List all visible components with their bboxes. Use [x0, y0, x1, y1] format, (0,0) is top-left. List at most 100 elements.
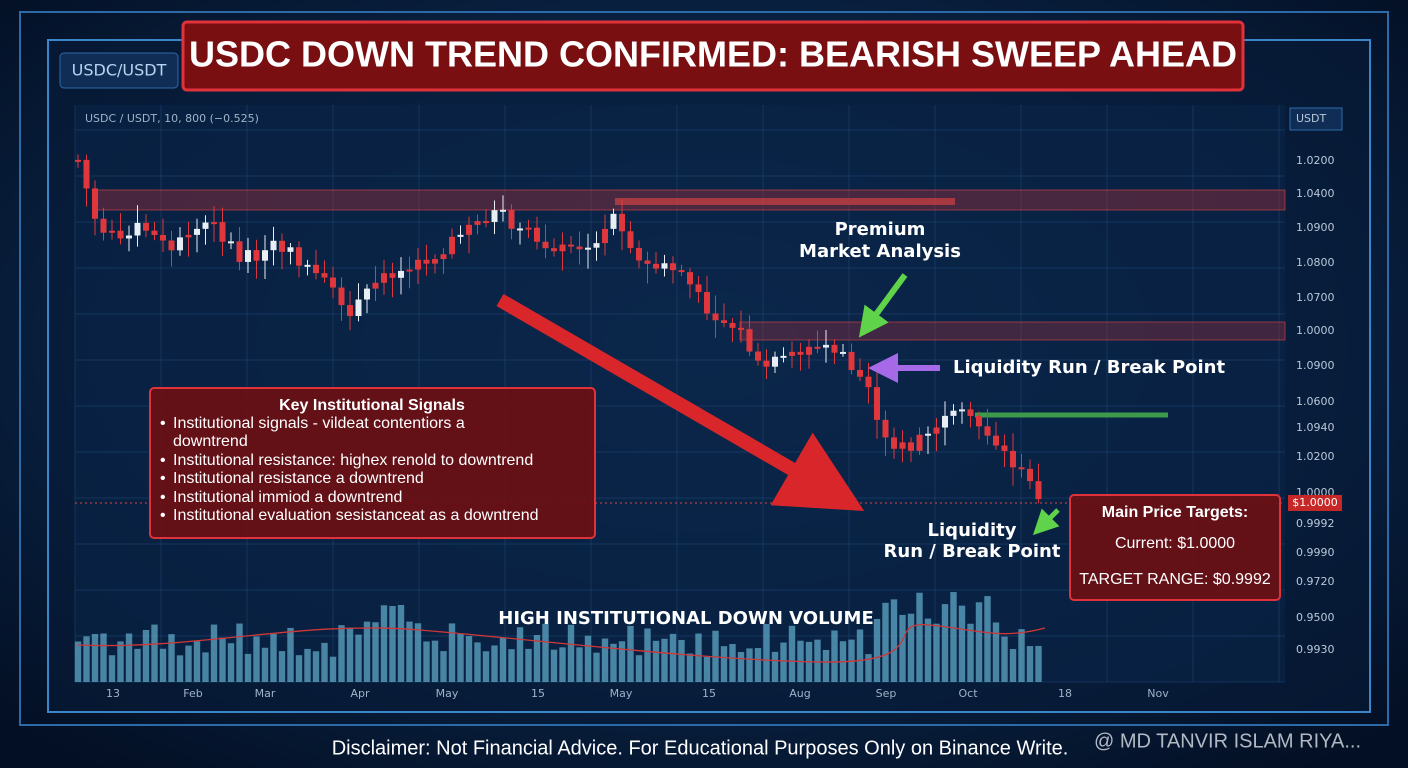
volume-bar — [193, 641, 201, 682]
candle-body — [321, 273, 328, 278]
candle-body — [678, 270, 685, 273]
candle-body — [712, 313, 719, 321]
candle-body — [296, 247, 302, 266]
volume-bar — [176, 655, 184, 682]
candle-body — [338, 287, 345, 306]
candle-body — [398, 270, 404, 278]
candle-body — [1010, 450, 1016, 468]
candle-body — [925, 433, 931, 436]
volume-bar — [856, 629, 864, 682]
candle-body — [304, 264, 311, 267]
volume-bar — [253, 636, 260, 682]
candle-body — [916, 434, 923, 451]
volume-bar — [763, 623, 770, 682]
break-zone — [739, 321, 1286, 341]
candle-body — [797, 351, 804, 355]
volume-bar — [559, 647, 566, 682]
bullet: • — [160, 507, 166, 524]
candle-body — [950, 410, 957, 416]
time-label: Mar — [255, 687, 276, 700]
volume-bar — [151, 624, 158, 682]
targets-current: Current: $1.0000 — [1115, 535, 1235, 552]
volume-bar — [771, 651, 779, 682]
volume-bar — [244, 653, 252, 682]
candle-body — [457, 234, 464, 237]
candle-body — [432, 259, 438, 264]
candle-body — [415, 259, 421, 270]
candle-body — [585, 247, 591, 250]
volume-bar — [389, 605, 396, 682]
candle-body — [126, 235, 132, 239]
volume-bar — [74, 641, 82, 682]
volume-bar — [516, 627, 524, 682]
candle-body — [372, 282, 379, 289]
candle-body — [92, 188, 98, 219]
candle-body — [984, 426, 991, 436]
volume-bar — [678, 639, 685, 682]
price-label: 1.0700 — [1296, 291, 1335, 304]
candle-body — [568, 244, 574, 247]
current-price-tag — [1288, 495, 1342, 511]
candle-body — [891, 437, 897, 449]
volume-bar — [210, 624, 218, 682]
volume-bar — [329, 656, 337, 682]
price-label: 0.9990 — [1296, 546, 1335, 559]
candle-body — [185, 234, 192, 238]
candle-body — [160, 235, 166, 241]
candle-body — [542, 241, 549, 249]
candle-body — [933, 427, 940, 434]
volume-bar — [457, 633, 464, 682]
candle-body — [755, 351, 761, 361]
watermark: @ MD TANVIR ISLAM RIYA... — [1094, 730, 1361, 752]
volume-bar — [380, 605, 388, 682]
bullet: • — [160, 489, 166, 506]
candle-body — [83, 159, 90, 189]
volume-bar — [669, 633, 677, 682]
candle-body — [236, 241, 243, 262]
candle-body — [1027, 468, 1033, 482]
resistance-bar — [615, 198, 955, 205]
arrow-green — [858, 273, 908, 338]
candle-body — [661, 263, 668, 269]
candle-body — [134, 222, 141, 236]
volume-bar — [219, 637, 226, 682]
time-label: Oct — [958, 687, 978, 700]
candle-body — [653, 263, 659, 269]
candle-body — [287, 247, 294, 252]
price-label: 1.0800 — [1296, 256, 1335, 269]
volume-bar — [100, 633, 107, 682]
volume-bar — [168, 634, 175, 682]
volume-bar — [1026, 646, 1034, 682]
signal-item: downtrend — [173, 433, 248, 450]
disclaimer: Disclaimer: Not Financial Advice. For Ed… — [332, 737, 1069, 759]
candle-body — [194, 228, 200, 235]
candle-body — [355, 299, 362, 317]
candle-body — [534, 227, 540, 242]
symbol: USDC/USDT — [72, 61, 167, 80]
volume-bar — [933, 623, 940, 682]
candles — [75, 154, 1042, 504]
current-price: $1.0000 — [1292, 496, 1338, 509]
volume-bar — [134, 648, 141, 682]
volume-bar — [890, 599, 898, 682]
candle-body — [483, 221, 489, 224]
candle-body — [151, 230, 158, 236]
volume-bar — [661, 638, 668, 682]
candle-body — [619, 213, 625, 232]
volume-bar — [321, 642, 328, 682]
volume-bar — [525, 648, 532, 682]
candle-body — [976, 415, 982, 427]
candle-body — [228, 241, 234, 244]
candle-body — [704, 291, 710, 314]
volume-bar — [729, 644, 736, 682]
volume-bar — [117, 641, 124, 682]
price-label: 1.0900 — [1296, 359, 1335, 372]
candle-body — [406, 269, 413, 272]
volume-bar — [907, 613, 915, 682]
candle-body — [721, 320, 727, 323]
volume-bar — [984, 596, 991, 682]
candle-body — [772, 356, 778, 367]
signal-item: Institutional signals - vildeat contenti… — [173, 415, 465, 432]
candle-body — [168, 240, 175, 251]
